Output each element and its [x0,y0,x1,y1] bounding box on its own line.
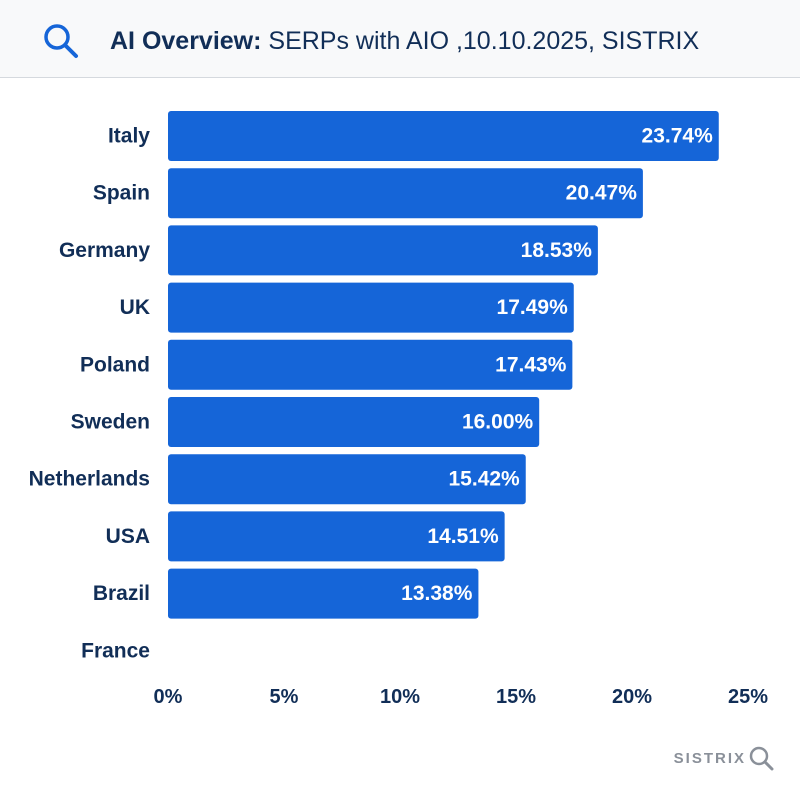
bar [168,168,643,219]
search-icon [44,24,78,58]
bar [168,454,526,505]
bar [168,282,574,333]
chart-title: AI Overview: SERPs with AIO ,10.10.2025,… [110,24,699,58]
category-label: France [81,639,150,662]
x-tick-label: 25% [728,686,768,708]
bar-chart: Italy 23.74% Spain 20.47% Germany 18.53% UK 17.… [29,111,768,708]
bar [168,339,573,390]
x-tick-label: 5% [270,686,299,708]
bar-value-label: 20.47% [566,182,638,205]
bar [168,397,540,447]
bar [168,568,479,619]
chart-title-rest: SERPs with AIO ,10.10.2025, SISTRIX [261,27,700,55]
x-tick-label: 15% [496,686,536,708]
category-label: Netherlands [29,468,150,491]
bar-value-label: 16.00% [462,411,534,434]
category-label: Poland [80,353,150,376]
bar [168,111,719,161]
category-label: Germany [59,239,150,262]
magnifier-logo-icon [749,746,774,771]
x-tick-label: 10% [380,686,420,708]
category-label: USA [106,525,150,548]
x-tick-label: 0% [154,686,183,708]
bar-value-label: 17.49% [497,296,569,319]
bar-value-label: 23.74% [642,125,714,148]
bar-value-label: 18.53% [521,239,593,262]
category-label: Sweden [71,411,150,434]
bar [168,225,598,276]
bar-value-label: 15.42% [449,468,521,491]
category-label: UK [120,296,150,319]
chart-header: AI Overview: SERPs with AIO ,10.10.2025,… [0,0,800,78]
chart-title-bold: AI Overview: [110,27,262,55]
logo-text: SISTRIX [673,749,746,767]
x-tick-label: 20% [612,686,652,708]
bar-value-label: 13.38% [401,582,473,605]
bar-value-label: 14.51% [427,525,499,548]
sistrix-logo: SISTRIX [674,745,774,771]
category-label: Italy [108,125,150,148]
bar-value-label: 17.43% [495,353,567,376]
category-label: Spain [93,182,150,205]
category-label: Brazil [93,582,150,605]
bar [168,511,505,562]
